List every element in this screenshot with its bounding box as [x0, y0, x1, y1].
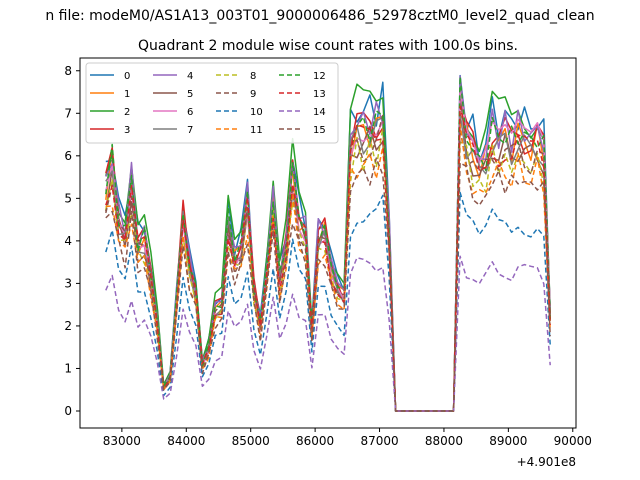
legend-label-1: 1 — [124, 89, 130, 100]
legend-label-11: 11 — [250, 125, 263, 136]
y-tick-label: 0 — [64, 404, 72, 418]
chart-suptitle: n file: modeM0/AS1A13_003T01_9000006486_… — [45, 8, 594, 24]
x-tick-label: 83000 — [103, 434, 141, 448]
x-tick-label: 87000 — [360, 434, 398, 448]
legend-label-2: 2 — [124, 107, 130, 118]
series-line-14 — [105, 255, 551, 412]
x-tick-label: 90000 — [554, 434, 592, 448]
legend-label-13: 13 — [313, 89, 326, 100]
series-line-15 — [105, 157, 551, 412]
legend-label-7: 7 — [187, 125, 193, 136]
legend-box — [85, 62, 339, 144]
legend-label-8: 8 — [250, 71, 256, 82]
y-tick-label: 2 — [64, 319, 72, 333]
x-axis-ticks: 83000 84000 85000 86000 87000 88000 89000 90000 — [103, 428, 592, 448]
y-tick-label: 3 — [64, 276, 72, 290]
legend-label-4: 4 — [187, 71, 193, 82]
y-tick-label: 4 — [64, 234, 72, 248]
legend-label-6: 6 — [187, 107, 193, 118]
legend-label-10: 10 — [250, 107, 263, 118]
x-tick-label: 86000 — [296, 434, 334, 448]
y-axis-ticks: 0 1 2 3 4 5 6 7 8 — [64, 64, 80, 418]
chart-title: Quadrant 2 module wise count rates with … — [138, 38, 518, 54]
y-tick-label: 6 — [64, 149, 72, 163]
plot-lines — [105, 74, 551, 412]
x-tick-label: 89000 — [489, 434, 527, 448]
x-tick-label: 84000 — [167, 434, 205, 448]
legend-label-14: 14 — [313, 107, 326, 118]
x-tick-label: 88000 — [425, 434, 463, 448]
y-tick-label: 1 — [64, 361, 72, 375]
legend-label-3: 3 — [124, 125, 130, 136]
x-tick-label: 85000 — [232, 434, 270, 448]
legend-label-9: 9 — [250, 89, 256, 100]
y-tick-label: 7 — [64, 106, 72, 120]
legend-label-12: 12 — [313, 71, 326, 82]
y-tick-label: 5 — [64, 191, 72, 205]
legend-label-15: 15 — [313, 125, 326, 136]
x-offset-label: +4.901e8 — [517, 455, 576, 469]
legend-label-0: 0 — [124, 71, 130, 82]
y-tick-label: 8 — [64, 64, 72, 78]
series-line-10 — [105, 191, 551, 412]
legend-label-5: 5 — [187, 89, 193, 100]
series-line-13 — [105, 105, 551, 412]
axes-frame — [79, 57, 577, 429]
